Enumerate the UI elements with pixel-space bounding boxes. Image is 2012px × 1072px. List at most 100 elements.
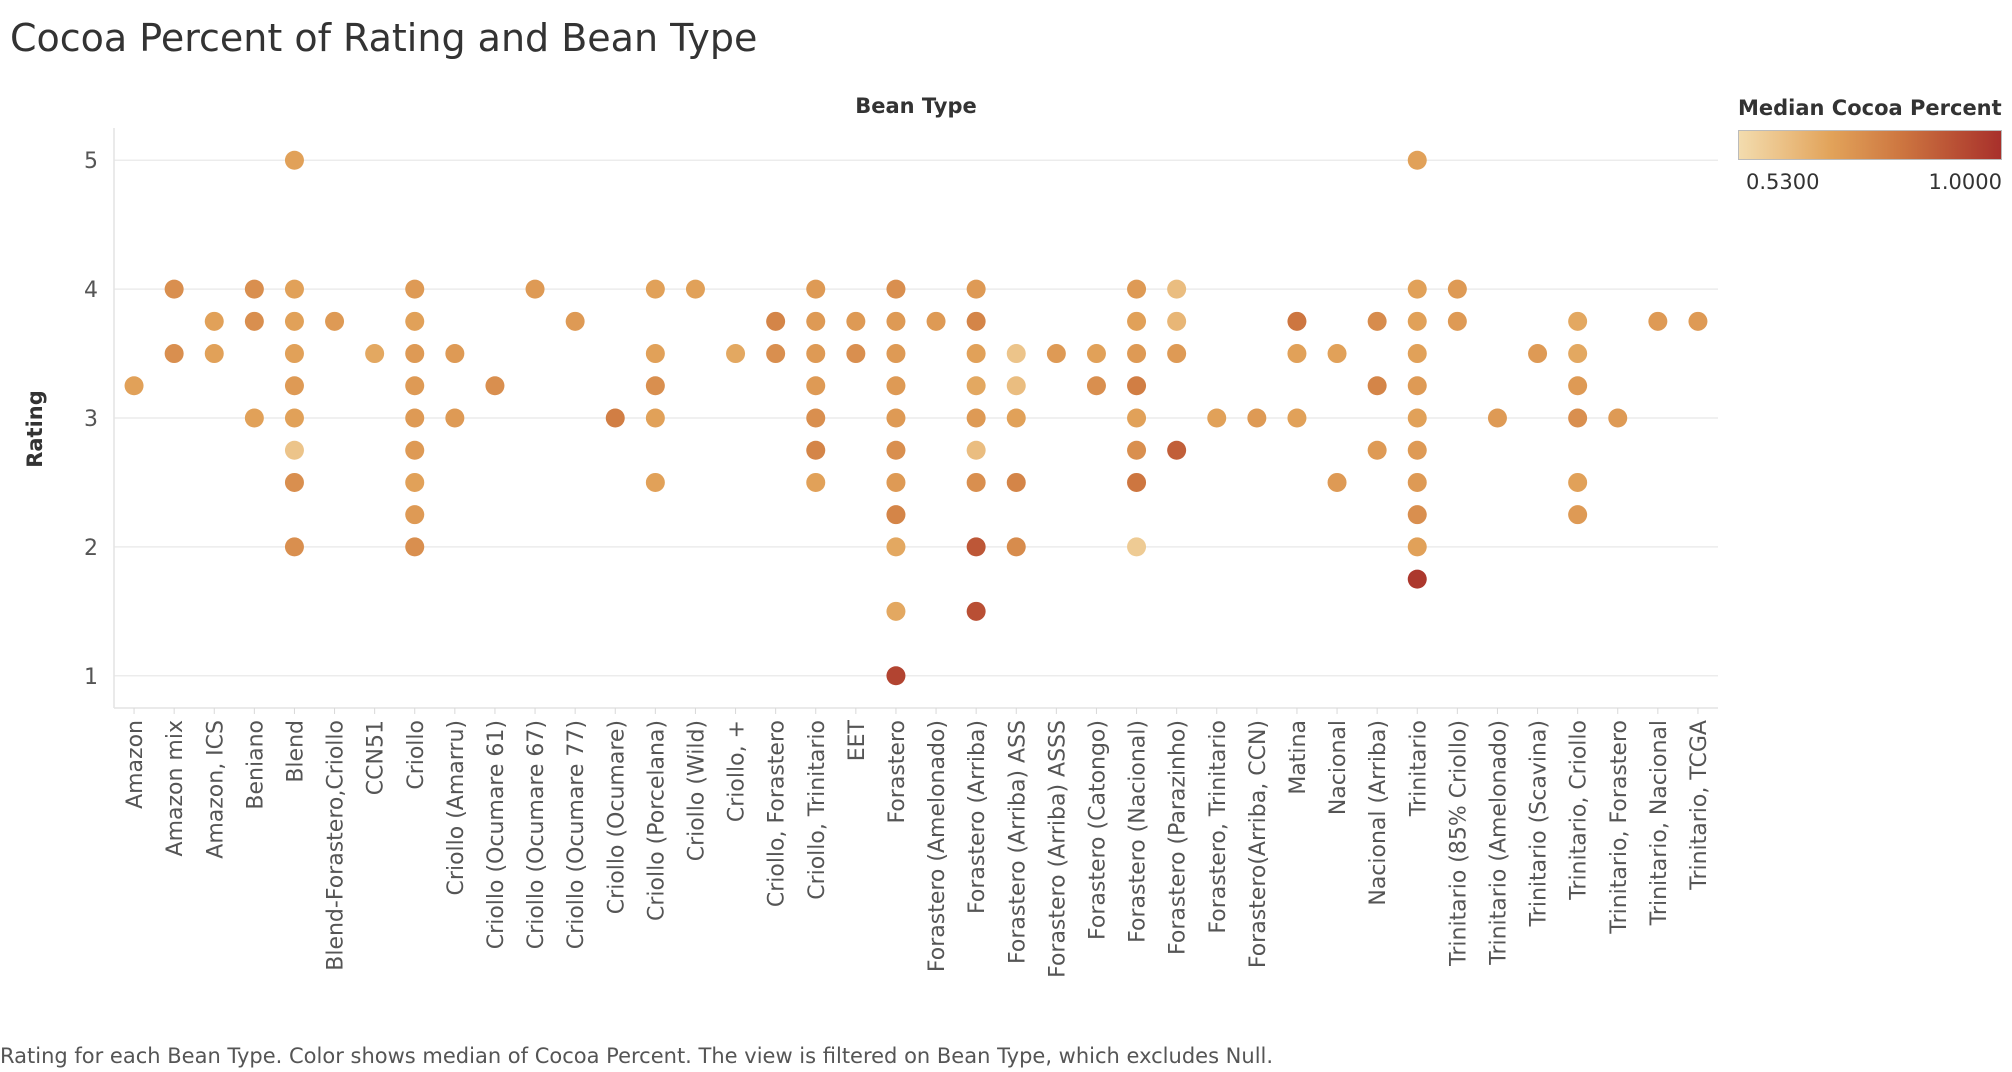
- data-point: [1407, 472, 1427, 492]
- x-tick-label: Criollo, +: [725, 720, 750, 822]
- data-point: [1127, 408, 1147, 428]
- data-point: [1046, 344, 1066, 364]
- x-tick-label: Blend: [283, 720, 308, 783]
- data-point: [124, 376, 144, 396]
- data-point: [1407, 311, 1427, 331]
- data-point: [1287, 311, 1307, 331]
- data-point: [244, 311, 264, 331]
- y-tick-label: 2: [84, 536, 98, 561]
- x-tick-label: Trinitario, Forastero: [1607, 720, 1632, 935]
- x-tick-label: Criollo (Ocumare 61): [484, 720, 509, 949]
- x-tick-label: Trinitario: [1406, 720, 1431, 817]
- x-tick-label: Criollo: [404, 720, 429, 790]
- data-point: [284, 279, 304, 299]
- data-point: [1407, 505, 1427, 525]
- x-tick-label: Beniano: [243, 720, 268, 810]
- data-point: [1447, 311, 1467, 331]
- data-point: [284, 150, 304, 170]
- legend-title: Median Cocoa Percent: [1738, 96, 2002, 120]
- data-point: [1006, 537, 1026, 557]
- data-point: [886, 408, 906, 428]
- data-point: [1127, 472, 1147, 492]
- data-point: [284, 537, 304, 557]
- data-point: [1367, 311, 1387, 331]
- x-tick-label: Trinitario, Nacional: [1647, 720, 1672, 926]
- color-legend[interactable]: Median Cocoa Percent 0.5300 1.0000: [1738, 96, 2008, 194]
- data-point: [1407, 150, 1427, 170]
- x-tick-label: Criollo (Wild): [684, 720, 709, 861]
- data-point: [1006, 344, 1026, 364]
- data-point: [284, 472, 304, 492]
- data-point: [806, 440, 826, 460]
- chart-title: Cocoa Percent of Rating and Bean Type: [10, 16, 758, 60]
- data-point: [405, 344, 425, 364]
- data-point: [284, 376, 304, 396]
- x-tick-label: Criollo, Forastero: [765, 720, 790, 907]
- data-point: [405, 440, 425, 460]
- x-tick-label: Blend-Forastero,Criollo: [324, 720, 349, 971]
- data-point: [1167, 279, 1187, 299]
- scatter-chart: 1 2 3 4 5 Amazon Amazon mix Amazon, ICS Beniano B…: [84, 128, 1718, 978]
- data-point: [1086, 376, 1106, 396]
- data-point: [966, 344, 986, 364]
- data-point: [1407, 344, 1427, 364]
- x-tick-label: Forastero, Trinitario: [1206, 720, 1231, 934]
- data-point: [405, 505, 425, 525]
- data-point: [605, 408, 625, 428]
- data-point: [1568, 344, 1588, 364]
- y-tick-label: 4: [84, 278, 98, 303]
- data-point: [365, 344, 385, 364]
- data-point: [1327, 472, 1347, 492]
- data-point: [405, 279, 425, 299]
- data-point: [244, 408, 264, 428]
- data-point: [1487, 408, 1507, 428]
- data-point: [244, 279, 264, 299]
- data-point: [1167, 311, 1187, 331]
- data-point: [806, 472, 826, 492]
- data-point: [806, 408, 826, 428]
- x-tick-label: EET: [845, 719, 870, 761]
- x-tick-label: Criollo (Ocumare 77): [564, 720, 589, 949]
- data-point: [966, 279, 986, 299]
- x-tick-label: Forastero (Arriba): [965, 720, 990, 914]
- x-tick-label: Forastero(Arriba, CCN): [1246, 720, 1271, 968]
- data-point: [1608, 408, 1628, 428]
- data-point: [966, 472, 986, 492]
- data-point: [1568, 311, 1588, 331]
- legend-color-ramp: [1738, 130, 2002, 160]
- data-point: [766, 311, 786, 331]
- legend-min-label: 0.5300: [1746, 170, 1820, 194]
- x-tick-label: Criollo, Trinitario: [805, 720, 830, 900]
- data-point: [405, 408, 425, 428]
- data-point: [1247, 408, 1267, 428]
- data-point: [1167, 440, 1187, 460]
- x-tick-label: Trinitario (85% Criollo): [1446, 720, 1471, 967]
- data-point: [846, 311, 866, 331]
- x-tick-label: Nacional: [1326, 720, 1351, 815]
- data-point: [1127, 279, 1147, 299]
- data-point: [1367, 440, 1387, 460]
- data-point: [1407, 440, 1427, 460]
- x-tick-label: Criollo (Porcelana): [644, 720, 669, 921]
- x-tick-label: Forastero (Catongo): [1085, 720, 1110, 940]
- chart-caption: Rating for each Bean Type. Color shows m…: [0, 1044, 1274, 1068]
- x-tick-label: Forastero (Amelonado): [925, 720, 950, 972]
- data-point: [445, 408, 465, 428]
- data-point: [806, 376, 826, 396]
- data-point: [284, 408, 304, 428]
- data-point: [685, 279, 705, 299]
- x-tick-label: Criollo (Ocumare): [604, 720, 629, 914]
- data-point: [1688, 311, 1708, 331]
- data-point: [405, 472, 425, 492]
- x-tick-label: Forastero (Arriba) ASSS: [1045, 720, 1070, 978]
- data-point: [886, 279, 906, 299]
- data-point: [1127, 311, 1147, 331]
- data-point: [1167, 344, 1187, 364]
- data-point: [886, 311, 906, 331]
- x-tick-label: Trinitario, Criollo: [1567, 720, 1592, 901]
- y-tick-label: 1: [84, 665, 98, 690]
- data-point: [164, 344, 184, 364]
- x-tick-label: Forastero (Arriba) ASS: [1005, 720, 1030, 964]
- data-point: [926, 311, 946, 331]
- x-tick-label: Trinitario, TCGA: [1687, 720, 1712, 891]
